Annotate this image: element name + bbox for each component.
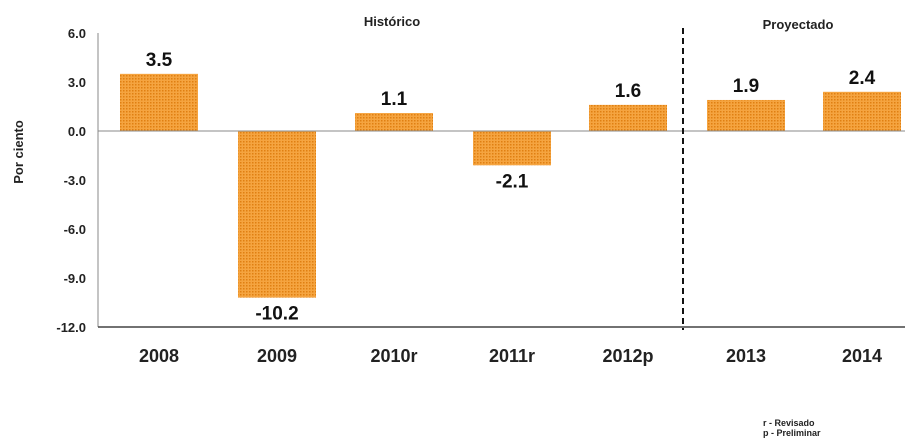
x-tick-label-2009: 2009	[257, 346, 297, 366]
y-tick-label: -12.0	[56, 320, 86, 335]
x-tick-label-2013: 2013	[726, 346, 766, 366]
y-tick-label: -9.0	[64, 271, 86, 286]
value-label-2008: 3.5	[146, 50, 173, 71]
bar-2013	[707, 99, 785, 131]
bar-2011r	[473, 131, 551, 166]
bar-2008	[120, 73, 198, 131]
bar-2012p	[589, 104, 667, 131]
value-label-2014: 2.4	[849, 68, 876, 89]
x-tick-label-2012p: 2012p	[602, 346, 653, 366]
bar-2009	[238, 131, 316, 298]
note-revisado: r - Revisado	[763, 418, 815, 428]
y-tick-label: -6.0	[64, 222, 86, 237]
value-label-2012p: 1.6	[615, 81, 641, 102]
section-label-proyectado: Proyectado	[763, 17, 834, 32]
value-label-2010r: 1.1	[381, 89, 408, 110]
y-tick-label: -3.0	[64, 173, 86, 188]
x-tick-label-2008: 2008	[139, 346, 179, 366]
bar-2014	[823, 91, 901, 131]
y-tick-label: 6.0	[68, 26, 86, 41]
value-label-2009: -10.2	[255, 304, 298, 325]
x-tick-label-2014: 2014	[842, 346, 882, 366]
bar-2010r	[355, 113, 433, 131]
x-tick-label-2011r: 2011r	[489, 346, 535, 366]
x-tick-label-2010r: 2010r	[370, 346, 417, 366]
value-label-2011r: -2.1	[496, 171, 529, 192]
value-label-2013: 1.9	[733, 76, 759, 97]
note-preliminar: p - Preliminar	[763, 428, 821, 438]
y-axis-label: Por ciento	[11, 120, 26, 184]
y-tick-label: 3.0	[68, 75, 86, 90]
y-tick-label: 0.0	[68, 124, 86, 139]
section-label-historico: Histórico	[364, 14, 420, 29]
